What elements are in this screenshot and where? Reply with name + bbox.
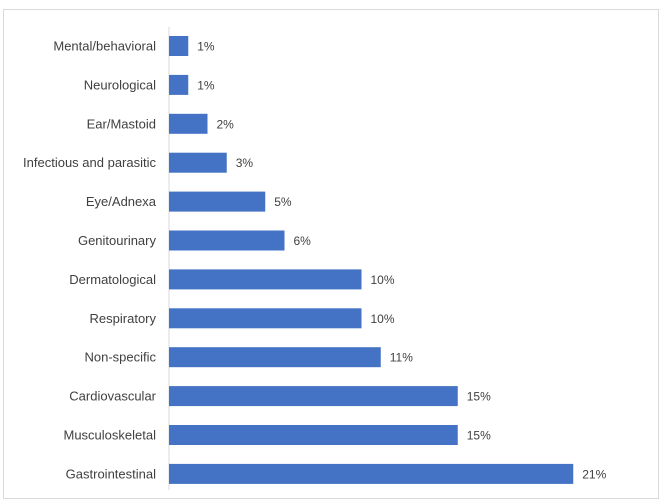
bar-11 [169, 463, 574, 484]
data-label-2: 2% [217, 117, 235, 131]
bar-9 [169, 386, 458, 407]
bar-7 [169, 308, 362, 329]
category-label-3: Infectious and parasitic [23, 155, 156, 170]
bar-1 [169, 74, 189, 95]
data-labels-group: 1% 1% 2% 3% 5% 6% 10% 10% 11% 15% 15% 21% [197, 40, 606, 482]
bar-3 [169, 152, 227, 173]
data-label-6: 10% [371, 273, 395, 287]
bar-2 [169, 113, 208, 134]
data-label-5: 6% [294, 234, 312, 248]
category-label-5: Genitourinary [78, 233, 157, 248]
category-label-0: Mental/behavioral [53, 39, 156, 54]
category-label-7: Respiratory [90, 311, 157, 326]
data-label-0: 1% [197, 40, 215, 54]
category-labels-group: Mental/behavioral Neurological Ear/Mastoid… [23, 39, 157, 482]
data-label-7: 10% [371, 312, 395, 326]
bars-group [169, 36, 574, 484]
bar-4 [169, 191, 266, 212]
data-label-10: 15% [467, 429, 491, 443]
bar-0 [169, 36, 189, 56]
category-label-8: Non-specific [84, 350, 156, 365]
chart-frame [3, 9, 659, 499]
data-label-1: 1% [197, 78, 215, 92]
category-label-11: Gastrointestinal [66, 466, 156, 481]
category-label-10: Musculoskeletal [64, 428, 157, 443]
category-label-9: Cardiovascular [69, 389, 156, 404]
bar-6 [169, 269, 362, 290]
bar-10 [169, 425, 458, 445]
data-label-8: 11% [390, 351, 413, 365]
data-label-3: 3% [236, 156, 254, 170]
data-label-9: 15% [467, 390, 491, 404]
category-label-6: Dermatological [69, 272, 156, 287]
data-label-11: 21% [582, 467, 606, 481]
bar-5 [169, 230, 285, 251]
bar-8 [169, 347, 381, 368]
category-label-2: Ear/Mastoid [87, 116, 156, 131]
data-label-4: 5% [274, 195, 292, 209]
category-label-4: Eye/Adnexa [86, 194, 157, 209]
category-label-1: Neurological [84, 77, 156, 92]
